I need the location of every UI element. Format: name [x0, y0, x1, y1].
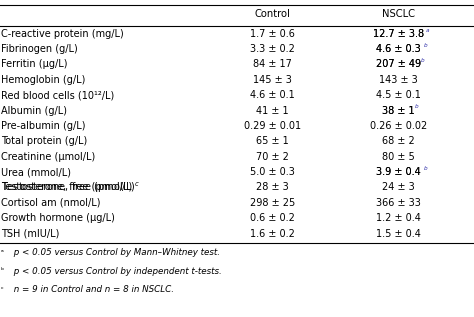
Text: 4.6 ± 0.3: 4.6 ± 0.3: [376, 44, 420, 54]
Text: 0.6 ± 0.2: 0.6 ± 0.2: [250, 213, 295, 223]
Text: Cortisol am (nmol/L): Cortisol am (nmol/L): [1, 198, 100, 208]
Text: Fibrinogen (g/L): Fibrinogen (g/L): [1, 44, 78, 54]
Text: 207 ± 49: 207 ± 49: [375, 59, 421, 69]
Text: 38 ± 1: 38 ± 1: [382, 106, 414, 116]
Text: Albumin (g/L): Albumin (g/L): [1, 106, 67, 116]
Text: 65 ± 1: 65 ± 1: [256, 136, 289, 146]
Text: Growth hormone (μg/L): Growth hormone (μg/L): [1, 213, 115, 223]
Text: ᵇ: ᵇ: [1, 268, 4, 274]
Text: Control: Control: [255, 9, 291, 19]
Text: NSCLC: NSCLC: [382, 9, 415, 19]
Text: 0.26 ± 0.02: 0.26 ± 0.02: [370, 121, 427, 131]
Text: ᶜ: ᶜ: [1, 287, 4, 293]
Text: $^{b}$: $^{b}$: [414, 104, 420, 113]
Text: p < 0.05 versus Control by independent t-tests.: p < 0.05 versus Control by independent t…: [11, 267, 222, 276]
Text: 145 ± 3: 145 ± 3: [253, 75, 292, 85]
Text: Red blood cells (10¹²/L): Red blood cells (10¹²/L): [1, 90, 114, 100]
Text: 24 ± 3: 24 ± 3: [382, 182, 415, 192]
Text: 38 ± 1: 38 ± 1: [382, 106, 414, 116]
Text: 3.9 ± 0.4: 3.9 ± 0.4: [376, 167, 420, 177]
Text: Creatinine (μmol/L): Creatinine (μmol/L): [1, 152, 95, 162]
Text: 1.7 ± 0.6: 1.7 ± 0.6: [250, 29, 295, 39]
Text: Testosterone, free (pmol/L)$^c$: Testosterone, free (pmol/L)$^c$: [1, 180, 140, 195]
Text: 1.2 ± 0.4: 1.2 ± 0.4: [376, 213, 420, 223]
Text: 366 ± 33: 366 ± 33: [376, 198, 420, 208]
Text: 41 ± 1: 41 ± 1: [256, 106, 289, 116]
Text: 207 ± 49: 207 ± 49: [375, 59, 421, 69]
Text: 4.6 ± 0.3: 4.6 ± 0.3: [376, 44, 420, 54]
Text: 12.7 ± 3.8: 12.7 ± 3.8: [373, 29, 424, 39]
Text: p < 0.05 versus Control by Mann–Whitney test.: p < 0.05 versus Control by Mann–Whitney …: [11, 249, 220, 257]
Text: 84 ± 17: 84 ± 17: [253, 59, 292, 69]
Text: 70 ± 2: 70 ± 2: [256, 152, 289, 162]
Text: Urea (mmol/L): Urea (mmol/L): [1, 167, 71, 177]
Text: $^{b}$: $^{b}$: [422, 42, 428, 51]
Text: 1.6 ± 0.2: 1.6 ± 0.2: [250, 229, 295, 239]
Text: 12.7 ± 3.8: 12.7 ± 3.8: [373, 29, 424, 39]
Text: C-reactive protein (mg/L): C-reactive protein (mg/L): [1, 29, 124, 39]
Text: Testosterone, free (pmol/L): Testosterone, free (pmol/L): [1, 182, 132, 192]
Text: 0.29 ± 0.01: 0.29 ± 0.01: [244, 121, 301, 131]
Text: TSH (mIU/L): TSH (mIU/L): [1, 229, 59, 239]
Text: 68 ± 2: 68 ± 2: [382, 136, 415, 146]
Text: Ferritin (μg/L): Ferritin (μg/L): [1, 59, 67, 69]
Text: 1.5 ± 0.4: 1.5 ± 0.4: [376, 229, 420, 239]
Text: 3.9 ± 0.4: 3.9 ± 0.4: [376, 167, 420, 177]
Text: 143 ± 3: 143 ± 3: [379, 75, 418, 85]
Text: Pre-albumin (g/L): Pre-albumin (g/L): [1, 121, 85, 131]
Text: 3.3 ± 0.2: 3.3 ± 0.2: [250, 44, 295, 54]
Text: $^{b}$: $^{b}$: [422, 165, 428, 174]
Text: n = 9 in Control and n = 8 in NSCLC.: n = 9 in Control and n = 8 in NSCLC.: [11, 285, 174, 294]
Text: 4.6 ± 0.1: 4.6 ± 0.1: [250, 90, 295, 100]
Text: ᵃ: ᵃ: [1, 250, 4, 256]
Text: 28 ± 3: 28 ± 3: [256, 182, 289, 192]
Text: $^{b}$: $^{b}$: [420, 58, 425, 67]
Text: $^{a}$: $^{a}$: [425, 27, 430, 36]
Text: 298 ± 25: 298 ± 25: [250, 198, 295, 208]
Text: 80 ± 5: 80 ± 5: [382, 152, 415, 162]
Text: 4.5 ± 0.1: 4.5 ± 0.1: [376, 90, 420, 100]
Text: Hemoglobin (g/L): Hemoglobin (g/L): [1, 75, 85, 85]
Text: 5.0 ± 0.3: 5.0 ± 0.3: [250, 167, 295, 177]
Text: Total protein (g/L): Total protein (g/L): [1, 136, 87, 146]
